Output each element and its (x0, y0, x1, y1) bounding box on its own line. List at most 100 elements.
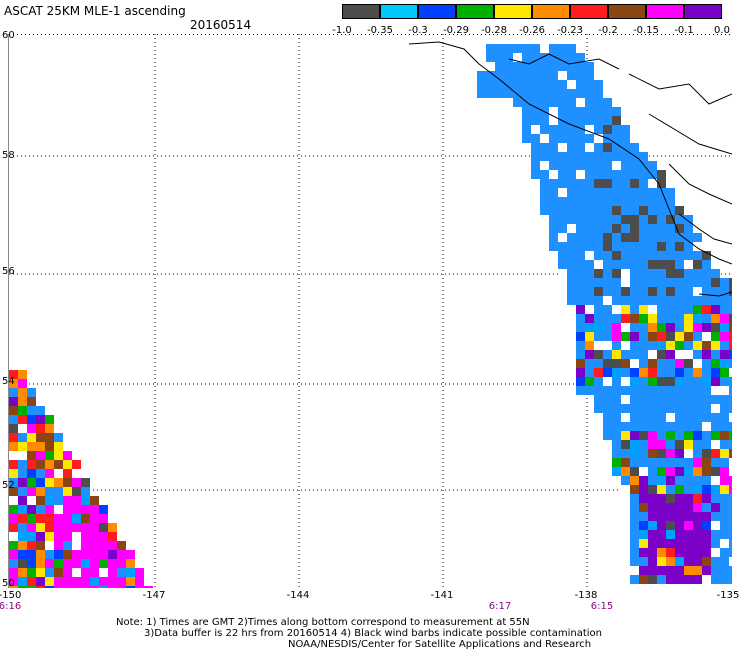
legend-tick-label: -0.23 (557, 25, 583, 36)
swath-cell-east (567, 125, 576, 134)
swath-cell-east (558, 89, 567, 98)
swath-cell-west (18, 379, 27, 388)
swath-cell-east (630, 539, 639, 548)
swath-cell-east (639, 458, 648, 467)
swath-cell-east (558, 53, 567, 62)
swath-cell-east (648, 341, 657, 350)
swath-cell-east (648, 161, 657, 170)
swath-cell-east (666, 548, 675, 557)
swath-cell-east (630, 530, 639, 539)
swath-cell-east (648, 377, 657, 386)
coastline (648, 113, 733, 155)
swath-cell-east (612, 332, 621, 341)
swath-cell-west (90, 496, 99, 505)
swath-cell-east (702, 458, 711, 467)
swath-cell-east (675, 503, 684, 512)
coastline (408, 41, 733, 265)
swath-cell-east (684, 278, 693, 287)
swath-cell-east (729, 521, 738, 530)
swath-cell-west (45, 415, 54, 424)
swath-cell-east (648, 458, 657, 467)
swath-cell-east (585, 296, 594, 305)
swath-cell-east (576, 89, 585, 98)
swath-cell-east (585, 350, 594, 359)
swath-cell-east (603, 368, 612, 377)
legend-tick-label: -0.2 (598, 25, 618, 36)
swath-cell-west (36, 460, 45, 469)
swath-cell-west (27, 559, 36, 568)
swath-cell-east (675, 305, 684, 314)
swath-cell-east (675, 404, 684, 413)
swath-cell-west (36, 577, 45, 586)
swath-cell-west (9, 388, 18, 397)
swath-cell-west (9, 415, 18, 424)
swath-cell-east (585, 305, 594, 314)
swath-cell-east (657, 557, 666, 566)
swath-cell-east (558, 251, 567, 260)
swath-cell-east (513, 71, 522, 80)
swath-cell-east (576, 134, 585, 143)
swath-cell-east (648, 413, 657, 422)
swath-cell-east (639, 566, 648, 575)
swath-cell-east (630, 350, 639, 359)
swath-cell-east (504, 62, 513, 71)
swath-cell-west (9, 532, 18, 541)
swath-cell-west (90, 505, 99, 514)
swath-cell-west (54, 523, 63, 532)
swath-cell-east (729, 305, 738, 314)
swath-cell-east (594, 359, 603, 368)
swath-cell-east (675, 485, 684, 494)
swath-cell-east (486, 80, 495, 89)
swath-cell-west (9, 478, 18, 487)
swath-cell-west (72, 541, 81, 550)
swath-cell-east (576, 197, 585, 206)
swath-cell-west (81, 550, 90, 559)
swath-cell-west (108, 568, 117, 577)
swath-cell-east (621, 161, 630, 170)
swath-cell-east (666, 557, 675, 566)
swath-cell-east (702, 512, 711, 521)
swath-cell-east (576, 350, 585, 359)
swath-cell-east (639, 494, 648, 503)
swath-cell-east (648, 575, 657, 584)
swath-cell-east (675, 548, 684, 557)
swath-cell-east (639, 287, 648, 296)
swath-cell-east (711, 557, 720, 566)
swath-cell-east (693, 341, 702, 350)
swath-cell-east (675, 341, 684, 350)
swath-cell-east (477, 80, 486, 89)
swath-cell-east (567, 215, 576, 224)
lat-label-56: 56 (2, 266, 15, 277)
swath-cell-east (639, 188, 648, 197)
swath-cell-east (657, 530, 666, 539)
swath-cell-east (585, 323, 594, 332)
swath-cell-east (720, 323, 729, 332)
swath-cell-east (603, 260, 612, 269)
swath-cell-west (9, 433, 18, 442)
swath-cell-east (639, 485, 648, 494)
swath-cell-east (576, 269, 585, 278)
swath-cell-east (612, 314, 621, 323)
swath-cell-east (585, 80, 594, 89)
swath-cell-west (126, 550, 135, 559)
legend-swatch-0 (342, 4, 380, 19)
swath-cell-east (603, 287, 612, 296)
swath-cell-east (639, 179, 648, 188)
swath-cell-east (576, 386, 585, 395)
swath-cell-east (675, 323, 684, 332)
swath-cell-west (63, 460, 72, 469)
swath-cell-east (648, 269, 657, 278)
swath-cell-west (18, 370, 27, 379)
swath-cell-east (630, 521, 639, 530)
swath-cell-east (594, 89, 603, 98)
swath-cell-west (27, 532, 36, 541)
swath-cell-west (54, 586, 63, 595)
swath-cell-east (540, 197, 549, 206)
swath-cell-east (729, 296, 738, 305)
swath-cell-east (702, 485, 711, 494)
swath-cell-east (531, 71, 540, 80)
swath-cell-east (621, 287, 630, 296)
swath-cell-east (585, 188, 594, 197)
swath-cell-east (720, 413, 729, 422)
swath-cell-west (36, 415, 45, 424)
